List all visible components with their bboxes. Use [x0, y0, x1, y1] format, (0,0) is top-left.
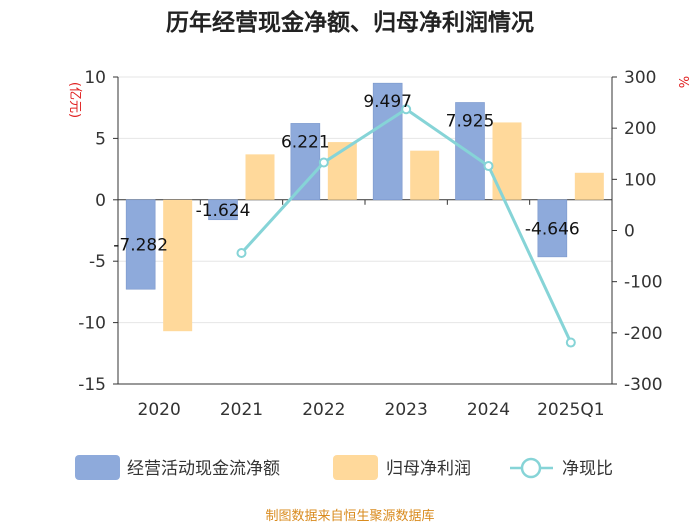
bar-net-profit	[410, 150, 440, 200]
right-tick-label: 200	[624, 119, 656, 139]
left-axis-ticks: 10 5 0 -5 -10 -15	[78, 68, 118, 395]
left-axis-unit: (亿元)	[67, 82, 82, 118]
right-axis-ticks: 300 200 100 0 -100 -200 -300	[612, 68, 663, 395]
right-tick-label: 300	[624, 68, 656, 88]
ratio-point	[236, 248, 247, 259]
right-tick-label: -300	[624, 375, 663, 395]
left-tick-label: 5	[95, 129, 106, 149]
ratio-line	[236, 104, 576, 348]
data-label-cashflow: 6.221	[281, 132, 330, 152]
x-tick-label: 2020	[138, 400, 181, 420]
bar-cashflow	[455, 102, 485, 201]
legend-label-ratio: 净现比	[562, 459, 613, 479]
left-tick-label: 0	[95, 191, 106, 211]
legend-swatch-net-profit	[333, 455, 378, 480]
right-tick-label: -200	[624, 324, 663, 344]
bar-net-profit	[574, 172, 604, 200]
bar-net-profit	[245, 154, 275, 200]
ratio-point	[483, 161, 494, 172]
bars	[125, 82, 604, 332]
bar-cashflow	[537, 199, 568, 258]
legend-label-cashflow: 经营活动现金流净额	[127, 459, 280, 479]
data-label-cashflow: 7.925	[446, 111, 495, 131]
right-tick-label: 100	[624, 170, 656, 190]
x-axis-labels: 2020 2021 2022 2023 2024 2025Q1	[138, 400, 605, 420]
right-tick-label: 0	[624, 222, 635, 242]
chart-title: 历年经营现金净额、归母净利润情况	[166, 9, 534, 36]
x-tick-label: 2022	[302, 400, 345, 420]
legend: 经营活动现金流净额 归母净利润 净现比	[75, 455, 613, 480]
bar-cashflow	[125, 199, 156, 290]
bar-cashflow	[372, 82, 403, 201]
left-tick-label: -10	[78, 314, 106, 334]
data-label-cashflow: -1.624	[196, 201, 251, 221]
data-label-cashflow: 9.497	[363, 92, 412, 112]
ratio-point	[318, 157, 329, 168]
bar-cashflow	[290, 123, 321, 201]
ratio-point	[401, 104, 412, 115]
right-tick-label: -100	[624, 273, 663, 293]
left-tick-label: -5	[89, 252, 106, 272]
x-tick-label: 2021	[220, 400, 263, 420]
bar-net-profit	[492, 122, 522, 200]
data-label-cashflow: -7.282	[113, 236, 168, 256]
right-axis-unit: %	[675, 76, 690, 88]
ratio-point	[565, 337, 576, 348]
legend-swatch-cashflow	[75, 455, 120, 480]
legend-marker-ratio	[520, 457, 542, 479]
bar-net-profit	[163, 199, 193, 332]
left-tick-label: -15	[78, 375, 106, 395]
left-tick-label: 10	[84, 68, 106, 88]
legend-label-net-profit: 归母净利润	[386, 459, 471, 479]
x-tick-label: 2024	[467, 400, 510, 420]
source-note: 制图数据来自恒生聚源数据库	[265, 508, 434, 524]
x-tick-label: 2025Q1	[537, 400, 604, 420]
bar-cashflow	[208, 199, 238, 221]
x-tick-label: 2023	[385, 400, 428, 420]
data-label-cashflow: -4.646	[525, 219, 580, 239]
data-labels: -7.282 -1.624 6.221 9.497 7.925 -4.646	[113, 92, 579, 255]
